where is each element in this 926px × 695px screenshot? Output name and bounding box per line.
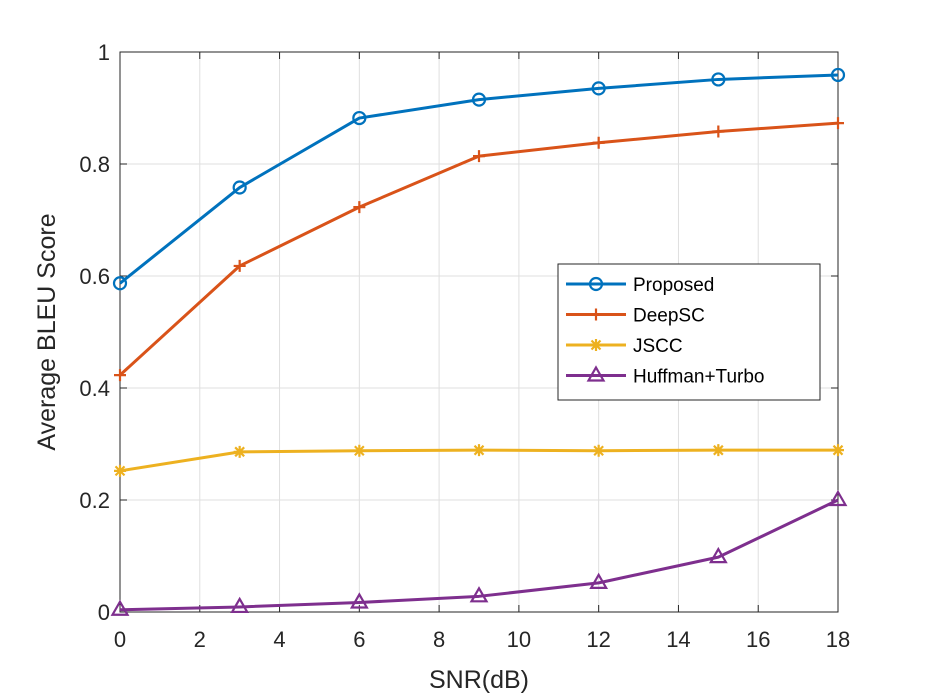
data-point	[589, 572, 609, 589]
circle-marker	[830, 67, 846, 83]
circle-marker	[471, 92, 487, 107]
asterisk-marker	[233, 445, 246, 458]
x-tick-label: 2	[194, 627, 206, 652]
data-point	[469, 586, 489, 603]
y-tick-label: 0.4	[79, 376, 110, 401]
y-tick-label: 1	[98, 40, 110, 65]
data-point	[233, 259, 246, 272]
x-tick-label: 10	[507, 627, 531, 652]
plus-marker	[114, 369, 126, 382]
legend-label: Huffman+Turbo	[633, 367, 765, 388]
data-point	[592, 136, 605, 149]
data-point	[230, 596, 250, 614]
data-point	[832, 444, 844, 457]
circle-marker	[711, 72, 726, 87]
x-tick-label: 14	[666, 627, 690, 652]
y-axis-label: Average BLEU Score	[33, 213, 61, 450]
data-point	[114, 369, 126, 382]
triangle-marker	[708, 546, 728, 564]
legend-item: Huffman+Turbo	[566, 365, 765, 388]
series-line	[119, 498, 839, 612]
data-point	[708, 546, 728, 564]
triangle-marker	[349, 592, 369, 609]
triangle-marker	[230, 596, 250, 614]
data-point	[110, 599, 130, 616]
x-tick-label: 12	[586, 627, 610, 652]
plus-marker	[233, 259, 246, 272]
legend-label: Proposed	[633, 275, 714, 296]
triangle-marker	[589, 572, 609, 589]
x-tick-label: 8	[433, 627, 445, 652]
circle-marker	[112, 276, 128, 291]
plus-marker	[590, 308, 602, 321]
data-point	[828, 489, 848, 507]
circle-marker	[591, 81, 606, 96]
circle-marker	[232, 180, 247, 195]
x-tick-label: 4	[273, 627, 285, 652]
data-point	[353, 201, 366, 214]
y-tick-label: 0.6	[79, 264, 110, 289]
data-point	[353, 444, 366, 457]
data-point	[114, 464, 126, 477]
asterisk-marker	[114, 464, 126, 477]
series-jscc	[114, 444, 844, 477]
legend-item: Proposed	[566, 275, 714, 296]
data-point	[591, 81, 606, 96]
data-point	[473, 150, 485, 163]
data-point	[112, 276, 128, 291]
y-tick-label: 0.8	[79, 152, 110, 177]
triangle-marker	[469, 586, 489, 603]
plus-marker	[712, 125, 725, 138]
asterisk-marker	[353, 444, 366, 457]
series-layer	[110, 67, 848, 616]
plot-area-frame	[119, 51, 839, 613]
x-tick-label: 18	[826, 627, 850, 652]
data-point	[349, 592, 369, 609]
y-tick-label: 0	[98, 600, 110, 625]
legend-item: JSCC	[566, 336, 683, 357]
series-line	[119, 73, 839, 285]
y-tick-label: 0.2	[79, 488, 110, 513]
data-point	[832, 117, 844, 130]
series-huffman-turbo	[110, 489, 848, 616]
data-point	[830, 67, 846, 83]
data-point	[592, 444, 605, 457]
axis-ticks: 0 2 4 6 8 10 12 14 16 18 0 0.2 0.4 0.6 0.8 1	[79, 40, 850, 652]
x-tick-label: 0	[114, 627, 126, 652]
triangle-marker	[586, 365, 606, 382]
asterisk-marker	[832, 444, 844, 457]
data-point	[471, 92, 487, 107]
circle-marker	[352, 110, 367, 126]
legend-item: DeepSC	[566, 306, 705, 327]
data-point	[711, 72, 726, 87]
plus-marker	[592, 136, 605, 149]
x-tick-label: 16	[746, 627, 770, 652]
asterisk-marker	[590, 339, 602, 351]
series-proposed	[112, 67, 846, 291]
data-point	[352, 110, 367, 126]
legend-label: DeepSC	[633, 306, 705, 327]
data-point	[232, 180, 247, 195]
plus-marker	[473, 150, 485, 163]
circle-marker	[588, 276, 604, 292]
data-point	[473, 444, 485, 457]
plus-marker	[353, 201, 366, 214]
legend-label: JSCC	[633, 336, 683, 357]
asterisk-marker	[592, 444, 605, 457]
x-tick-label: 6	[353, 627, 365, 652]
data-point	[712, 125, 725, 138]
plus-marker	[832, 117, 844, 130]
asterisk-marker	[712, 444, 725, 457]
series-deepsc	[114, 117, 844, 382]
legend: Proposed DeepSC JSCC Huffman+Turbo	[557, 263, 821, 401]
asterisk-marker	[473, 444, 485, 457]
x-axis-label: SNR(dB)	[429, 666, 529, 694]
triangle-marker	[828, 489, 848, 507]
data-point	[233, 445, 246, 458]
triangle-marker	[110, 599, 130, 616]
data-point	[712, 444, 725, 457]
